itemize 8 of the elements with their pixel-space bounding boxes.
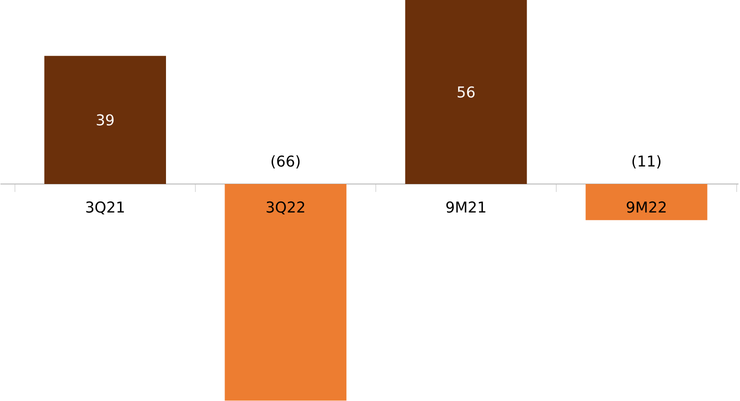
x-tick-label: 9M22 — [626, 202, 666, 213]
x-tick-label: 3Q21 — [86, 202, 124, 215]
x-tick-label: 3Q22 — [266, 202, 304, 215]
x-tick-label: 9M21 — [446, 202, 486, 213]
data-label: (11) — [632, 155, 660, 169]
data-label: (66) — [272, 155, 300, 169]
data-label: 39 — [96, 114, 114, 126]
data-label: 56 — [458, 86, 475, 98]
